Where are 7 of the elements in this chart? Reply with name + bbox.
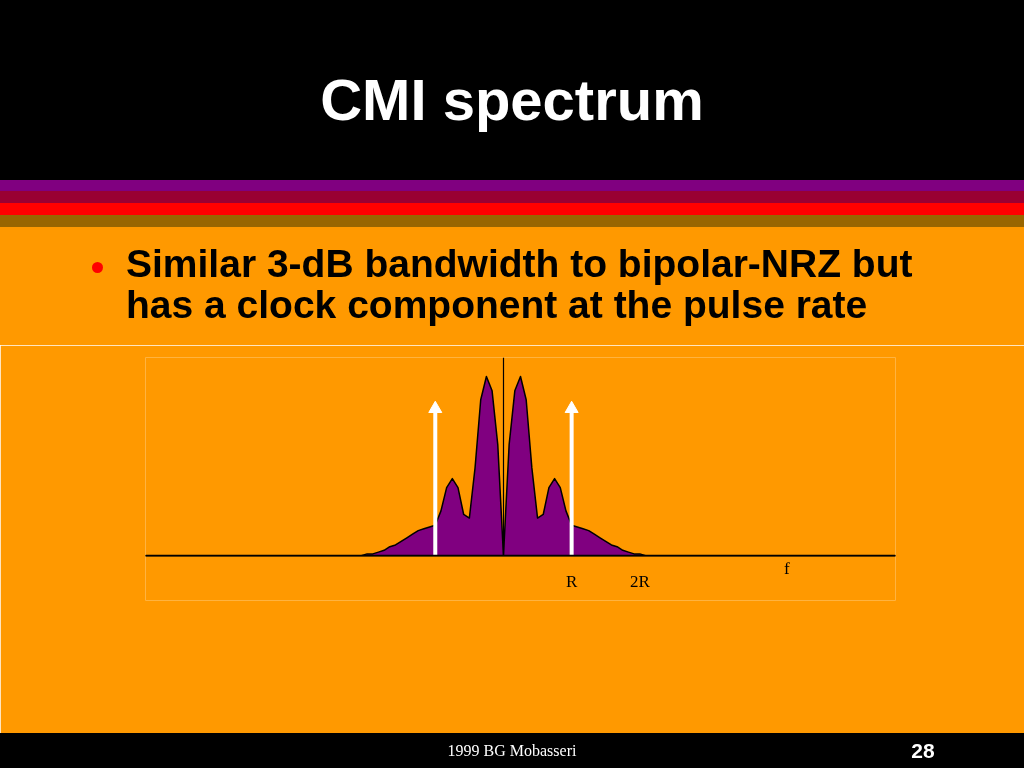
- x-tick-label: R: [565, 571, 578, 591]
- chart-title: CMI spectrum: [319, 66, 705, 132]
- x-axis-title: f: [783, 559, 790, 579]
- text: 1999 BG Mobasseri: [447, 742, 577, 759]
- text: Similar 3-dB bandwidth to bipolar-NRZ but has a clock component at the pulse rate: [126, 242, 914, 326]
- text: 28: [910, 738, 936, 764]
- x-tick-label: 2R: [629, 571, 651, 591]
